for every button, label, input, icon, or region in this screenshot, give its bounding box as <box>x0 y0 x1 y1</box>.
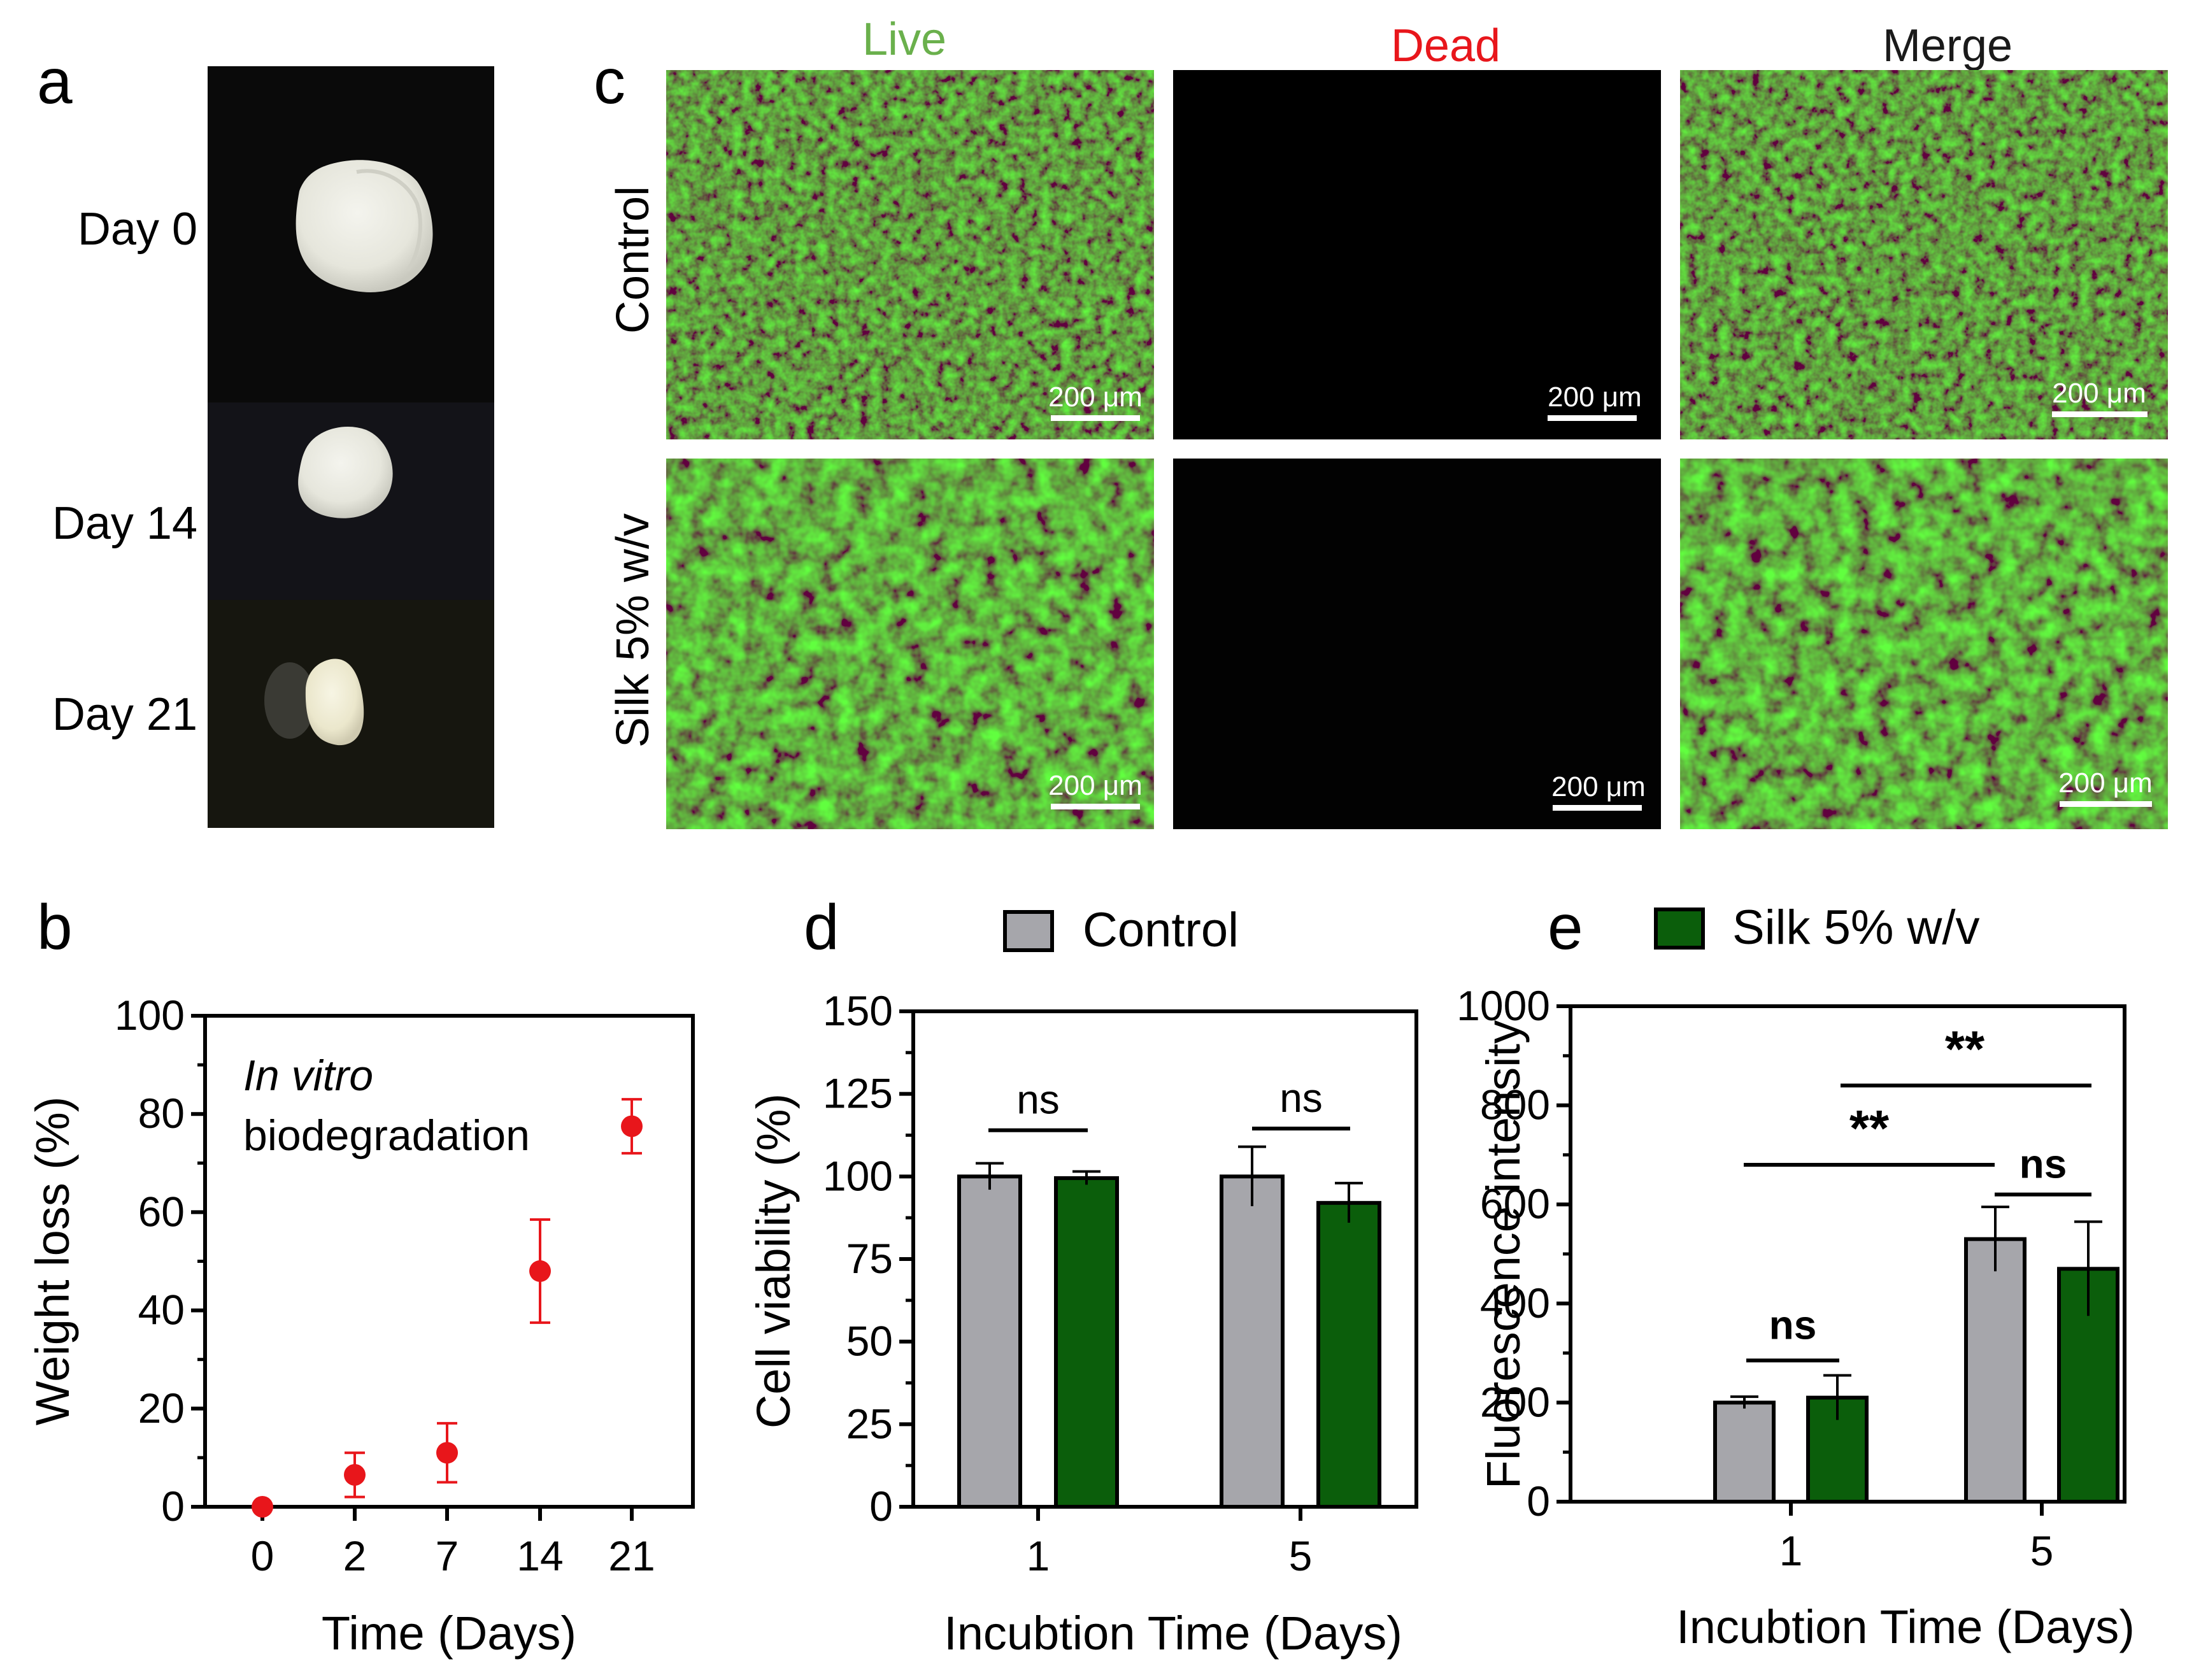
y-tick-label: 100 <box>115 992 185 1039</box>
annotation-line-1: In vitro <box>243 1051 373 1100</box>
panel-letter-b: b <box>37 892 73 963</box>
bar-control <box>957 1174 1022 1509</box>
legend-item-silk: Silk 5% w/v <box>1654 901 1980 955</box>
bar-control <box>1220 1174 1285 1509</box>
y-axis-label: Cell viability (%) <box>747 1093 800 1428</box>
significance-label: ns <box>2019 1141 2067 1187</box>
data-point <box>621 1115 643 1137</box>
column-label-merge: Merge <box>1883 20 2012 71</box>
svg-text:Silk 5% w/v: Silk 5% w/v <box>1732 901 1980 955</box>
label-day-21: Day 21 <box>52 689 197 740</box>
pellet-day-14 <box>298 426 393 518</box>
scale-bar-5: 200 μm <box>1551 771 1646 811</box>
significance-label: ns <box>1279 1075 1323 1121</box>
svg-text:200 μm: 200 μm <box>1048 381 1143 413</box>
legend: Control Silk 5% w/v <box>1003 901 1980 957</box>
x-tick-label: 5 <box>1289 1532 1313 1579</box>
y-tick-label: 1000 <box>1457 982 1550 1029</box>
y-tick-label: 150 <box>823 987 893 1034</box>
panel-letter-a: a <box>37 46 73 117</box>
chart-b-weight-loss: 0 20 40 60 80 100 0 2 7 14 21 Time (Days) Weight los… <box>26 992 695 1660</box>
x-tick-label: 5 <box>2030 1527 2054 1574</box>
x-tick-label: 7 <box>436 1532 459 1579</box>
scale-bar-3: 200 μm <box>2052 378 2148 417</box>
x-axis-label: Time (Days) <box>322 1607 576 1660</box>
row-label-silk: Silk 5% w/v <box>608 513 659 748</box>
y-tick-label: 75 <box>846 1235 893 1282</box>
x-tick-label: 1 <box>1779 1527 1803 1574</box>
image-silk-live <box>666 459 1154 829</box>
bar-silk <box>1316 1200 1381 1509</box>
legend-item-control: Control <box>1003 903 1239 957</box>
significance-label: ns <box>1016 1077 1060 1123</box>
annotation-line-2: biodegradation <box>243 1111 530 1160</box>
bar-control <box>1713 1400 1776 1504</box>
image-control-live <box>666 70 1154 439</box>
y-tick-label: 200 <box>1480 1378 1550 1425</box>
scale-bar-2: 200 μm <box>1548 381 1642 421</box>
column-label-dead: Dead <box>1391 20 1500 71</box>
significance-label: ** <box>1849 1100 1890 1157</box>
svg-text:200 μm: 200 μm <box>1548 381 1642 413</box>
y-tick-label: 40 <box>138 1286 185 1334</box>
y-axis-label: Fluorescence intensity <box>1477 1020 1530 1489</box>
y-tick-label: 25 <box>846 1400 893 1447</box>
chart-d-cell-viability: 0 25 50 75 100 125 150 1 5 ns ns Incubtion Time (Da… <box>747 987 1418 1660</box>
x-tick-label: 21 <box>608 1532 655 1579</box>
column-label-live: Live <box>862 14 946 65</box>
scale-bar-4: 200 μm <box>1048 770 1143 809</box>
y-tick-label: 60 <box>138 1188 185 1235</box>
x-axis-label: Incubtion Time (Days) <box>1676 1600 2135 1653</box>
x-tick-label: 2 <box>343 1532 367 1579</box>
image-silk-dead <box>1173 459 1661 829</box>
data-point <box>529 1260 551 1282</box>
svg-text:Control: Control <box>1083 903 1239 957</box>
panel-letter-c: c <box>594 46 625 117</box>
chart-e-fluorescence: 0 200 400 600 800 1000 1 5 ns ns ** ** Incubtion Tim… <box>1457 982 2135 1653</box>
data-point <box>436 1442 458 1464</box>
significance-label: ** <box>1945 1020 1985 1077</box>
y-axis-label: Weight loss (%) <box>26 1097 79 1426</box>
data-point <box>344 1463 366 1486</box>
image-control-dead <box>1173 70 1661 439</box>
svg-text:200 μm: 200 μm <box>1551 771 1646 802</box>
data-point <box>252 1496 273 1518</box>
scale-bar-1: 200 μm <box>1048 381 1143 421</box>
y-tick-label: 125 <box>823 1070 893 1117</box>
svg-text:200 μm: 200 μm <box>2058 767 2153 799</box>
panel-letter-e: e <box>1548 892 1583 963</box>
label-day-14: Day 14 <box>52 498 197 549</box>
label-day-0: Day 0 <box>78 204 197 255</box>
y-tick-label: 400 <box>1480 1279 1550 1327</box>
svg-text:200 μm: 200 μm <box>2052 378 2146 409</box>
image-silk-merge <box>1680 459 2168 829</box>
x-axis-label: Incubtion Time (Days) <box>944 1607 1402 1660</box>
panel-a-photo: Day 0 Day 14 Day 21 <box>52 66 494 828</box>
panel-letter-d: d <box>804 892 839 963</box>
bar-control <box>1964 1237 2027 1504</box>
y-tick-label: 80 <box>138 1090 185 1137</box>
y-tick-label: 0 <box>161 1483 185 1530</box>
y-tick-label: 50 <box>846 1318 893 1365</box>
x-tick-label: 1 <box>1027 1532 1050 1579</box>
y-tick-label: 800 <box>1480 1081 1550 1128</box>
significance-label: ns <box>1769 1302 1817 1348</box>
y-tick-label: 100 <box>823 1152 893 1199</box>
svg-text:200 μm: 200 μm <box>1048 770 1143 801</box>
y-tick-label: 0 <box>1527 1477 1550 1525</box>
bar-silk <box>1054 1176 1119 1509</box>
y-tick-label: 20 <box>138 1385 185 1432</box>
pellet-day-0 <box>296 160 433 292</box>
x-tick-label: 0 <box>251 1532 274 1579</box>
panel-c-microscopy: Live Dead Merge Control Silk 5% w/v 200 … <box>608 14 2168 829</box>
scale-bar-6: 200 μm <box>2058 767 2153 807</box>
image-control-merge <box>1680 70 2168 439</box>
x-tick-label: 14 <box>516 1532 563 1579</box>
pellet-day-21 <box>264 658 364 746</box>
y-tick-label: 0 <box>869 1483 893 1530</box>
row-label-control: Control <box>608 186 659 334</box>
y-tick-label: 600 <box>1480 1180 1550 1227</box>
